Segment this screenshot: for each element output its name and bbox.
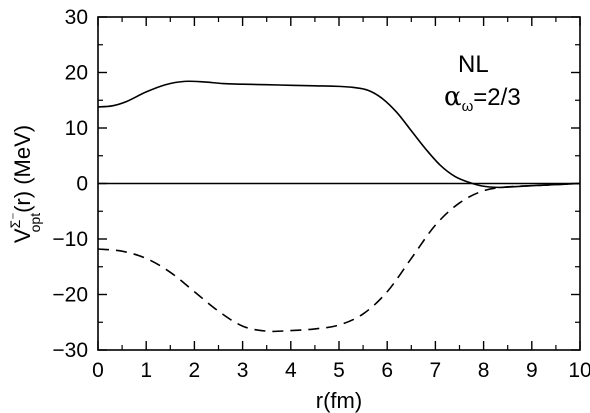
x-tick-label: 0 [92,359,104,382]
x-tick-label: 4 [285,359,297,382]
x-tick-label: 7 [430,359,442,382]
x-tick-label: 2 [189,359,201,382]
y-tick-label: −30 [52,339,88,362]
x-tick-label: 10 [568,359,590,382]
axis-ticks [97,16,581,351]
x-tick-label: 6 [381,359,393,382]
annotation-alpha-value: =2/3 [473,84,520,111]
y-tick-label: −20 [52,284,88,307]
x-tick-label: 1 [140,359,152,382]
annotation-nl: NL [458,51,489,78]
y-tick-label: 20 [65,62,88,85]
x-tick-label: 5 [333,359,345,382]
annotation: NL αω=2/3 [444,51,521,115]
y-axis-title-sub: opt [27,213,43,233]
y-tick-label: 30 [65,6,88,29]
y-tick-label: 0 [76,173,88,196]
y-axis-title-main: V [10,228,35,243]
y-axis-title-tail: (r) (MeV) [10,125,35,213]
x-tick-label: 8 [478,359,490,382]
tick-labels: 0 1 2 3 4 5 6 7 8 9 10 30 20 10 0 −10 −20 −30 [52,6,590,382]
annotation-alpha-symbol: α [444,82,462,112]
annotation-alpha: αω=2/3 [444,82,521,115]
x-axis-title: r(fm) [316,388,362,413]
series-solid-line [97,80,581,189]
x-tick-label: 9 [526,359,538,382]
annotation-alpha-sub: ω [462,98,474,115]
y-axis-title: VΣ⁻ opt(r) (MeV) [7,125,43,243]
svg-text:VΣ⁻opt(r) (MeV): VΣ⁻ opt(r) (MeV) [7,125,43,243]
y-tick-label: −10 [52,228,88,251]
y-tick-label: 10 [65,117,88,140]
x-tick-label: 3 [237,359,249,382]
y-axis-title-sup: Σ⁻ [7,212,23,228]
series-dashed-line [97,182,581,333]
